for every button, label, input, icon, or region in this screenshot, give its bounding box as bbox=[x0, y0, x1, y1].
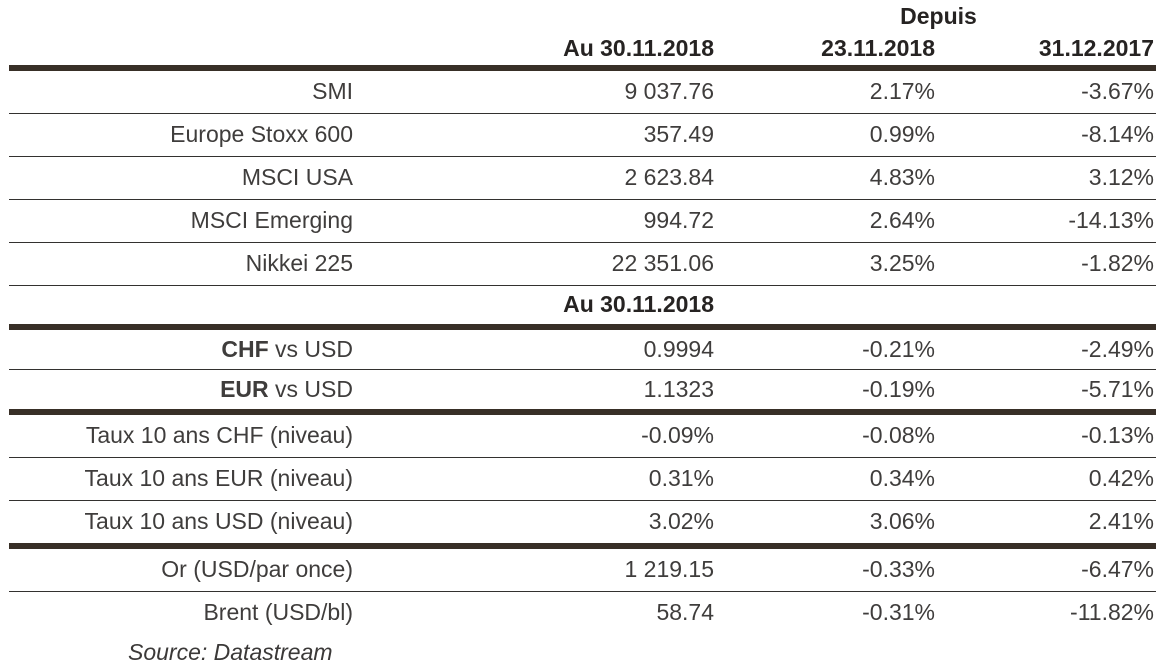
value-cell: 0.34% bbox=[721, 457, 943, 501]
currency-code: EUR bbox=[220, 375, 269, 402]
value-cell: -6.47% bbox=[943, 546, 1156, 592]
table-row-brent: Brent (USD/bl) 58.74 -0.31% -11.82% bbox=[9, 592, 1156, 635]
footer-spacer bbox=[361, 634, 721, 671]
value-cell: 0.9994 bbox=[361, 327, 721, 370]
value-cell: -0.09% bbox=[361, 412, 721, 458]
source-caption: Source: Datastream bbox=[128, 638, 333, 665]
value-cell: 0.42% bbox=[943, 457, 1156, 501]
row-label: Brent (USD/bl) bbox=[203, 599, 353, 626]
footer-spacer bbox=[721, 634, 943, 671]
table-row-taux-10-ans-chf: Taux 10 ans CHF (niveau) -0.09% -0.08% -… bbox=[9, 412, 1156, 458]
value-cell: 3.02% bbox=[361, 500, 721, 549]
row-label-rest: vs USD bbox=[268, 335, 353, 362]
value-cell: -5.71% bbox=[943, 369, 1156, 415]
value-cell: -0.13% bbox=[943, 412, 1156, 458]
value-cell: -0.08% bbox=[721, 412, 943, 458]
value-cell: 9 037.76 bbox=[361, 68, 721, 114]
row-label: CHF vs USD bbox=[9, 327, 361, 370]
value-cell: -11.82% bbox=[1070, 599, 1154, 626]
value-cell: -0.21% bbox=[721, 327, 943, 370]
row-label: EUR vs USD bbox=[9, 369, 361, 415]
source-row: Source: Datastream bbox=[9, 634, 1156, 671]
value-cell: 1 219.15 bbox=[361, 546, 721, 592]
value-cell: 2.64% bbox=[721, 199, 943, 243]
value-cell: 0.99% bbox=[721, 113, 943, 157]
header-row-depuis: Depuis bbox=[9, 2, 1156, 32]
table-row-nikkei-225: Nikkei 225 22 351.06 3.25% -1.82% bbox=[9, 242, 1156, 286]
value-cell: -0.33% bbox=[721, 546, 943, 592]
value-cell: 3.25% bbox=[721, 242, 943, 286]
value-cell: 357.49 bbox=[361, 113, 721, 157]
table-row-eur-vs-usd: EUR vs USD 1.1323 -0.19% -5.71% bbox=[9, 369, 1156, 415]
value-cell: 2.41% bbox=[943, 500, 1156, 549]
header-spacer bbox=[9, 32, 361, 71]
table-row-smi: SMI 9 037.76 2.17% -3.67% bbox=[9, 68, 1156, 114]
table-row-taux-10-ans-usd: Taux 10 ans USD (niveau) 3.02% 3.06% 2.4… bbox=[9, 500, 1156, 549]
value-cell: -1.82% bbox=[943, 242, 1156, 286]
row-label: Taux 10 ans EUR (niveau) bbox=[9, 457, 361, 501]
value-cell: 1.1323 bbox=[361, 369, 721, 415]
section-spacer bbox=[9, 285, 361, 330]
column-header-since-year-end: 31.12.2017 bbox=[943, 32, 1156, 71]
table-row-chf-vs-usd: CHF vs USD 0.9994 -0.21% -2.49% bbox=[9, 327, 1156, 370]
value-cell: 4.83% bbox=[721, 156, 943, 200]
row-label: Or (USD/par once) bbox=[9, 546, 361, 592]
section-spacer bbox=[943, 285, 1156, 330]
row-label: MSCI USA bbox=[9, 156, 361, 200]
column-header-since-prev-week: 23.11.2018 bbox=[721, 32, 943, 71]
header-row-columns: Au 30.11.2018 23.11.2018 31.12.2017 bbox=[9, 32, 1156, 71]
value-cell: -0.31% bbox=[862, 599, 935, 626]
section-title: Au 30.11.2018 bbox=[361, 285, 721, 330]
section-spacer bbox=[721, 285, 943, 330]
table-row-europe-stoxx-600: Europe Stoxx 600 357.49 0.99% -8.14% bbox=[9, 113, 1156, 157]
value-cell: -2.49% bbox=[943, 327, 1156, 370]
row-label-rest: vs USD bbox=[268, 375, 353, 402]
row-label: SMI bbox=[9, 68, 361, 114]
row-label: MSCI Emerging bbox=[9, 199, 361, 243]
value-cell: 994.72 bbox=[361, 199, 721, 243]
table-row-taux-10-ans-eur: Taux 10 ans EUR (niveau) 0.31% 0.34% 0.4… bbox=[9, 457, 1156, 501]
section-header-row: Au 30.11.2018 bbox=[9, 285, 1156, 330]
market-data-table: Depuis Au 30.11.2018 23.11.2018 31.12.20… bbox=[9, 2, 1156, 671]
currency-code: CHF bbox=[221, 335, 269, 362]
value-cell: 3.06% bbox=[721, 500, 943, 549]
header-spacer bbox=[9, 2, 361, 32]
table-row-msci-emerging: MSCI Emerging 994.72 2.64% -14.13% bbox=[9, 199, 1156, 243]
value-cell: -3.67% bbox=[943, 68, 1156, 114]
column-header-value-date: Au 30.11.2018 bbox=[361, 32, 721, 71]
value-cell: 2.17% bbox=[721, 68, 943, 114]
value-cell: 58.74 bbox=[656, 599, 714, 626]
value-cell: 0.31% bbox=[361, 457, 721, 501]
row-label: Europe Stoxx 600 bbox=[9, 113, 361, 157]
table-row-or: Or (USD/par once) 1 219.15 -0.33% -6.47% bbox=[9, 546, 1156, 592]
footer-spacer bbox=[943, 634, 1156, 671]
value-cell: -0.19% bbox=[721, 369, 943, 415]
table-row-msci-usa: MSCI USA 2 623.84 4.83% 3.12% bbox=[9, 156, 1156, 200]
value-cell: 3.12% bbox=[943, 156, 1156, 200]
row-label: Taux 10 ans USD (niveau) bbox=[9, 500, 361, 549]
value-cell: -14.13% bbox=[943, 199, 1156, 243]
row-label: Nikkei 225 bbox=[9, 242, 361, 286]
value-cell: -8.14% bbox=[943, 113, 1156, 157]
value-cell: 22 351.06 bbox=[361, 242, 721, 286]
header-spacer bbox=[361, 2, 721, 32]
value-cell: 2 623.84 bbox=[361, 156, 721, 200]
row-label: Taux 10 ans CHF (niveau) bbox=[9, 412, 361, 458]
depuis-header: Depuis bbox=[900, 3, 977, 30]
